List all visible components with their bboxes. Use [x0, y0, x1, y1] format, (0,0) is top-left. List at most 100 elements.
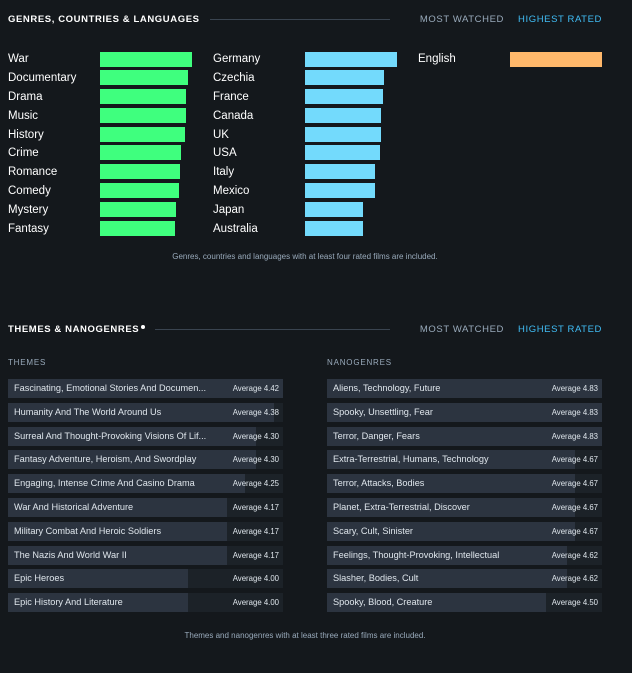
country-row-france[interactable]: France: [213, 88, 384, 107]
theme-row[interactable]: Fantasy Adventure, Heroism, And Swordpla…: [8, 450, 283, 470]
country-row-usa[interactable]: USA: [213, 144, 380, 163]
nanogenre-row[interactable]: Terror, Attacks, Bodies Average 4.67: [327, 474, 602, 494]
nanogenre-average: Average 4.67: [551, 479, 598, 489]
country-row-japan[interactable]: Japan: [213, 200, 363, 219]
genre-row-music[interactable]: Music: [8, 106, 186, 125]
themes-tab-highest-rated[interactable]: HIGHEST RATED: [518, 323, 602, 335]
theme-average: Average 4.17: [232, 550, 279, 560]
nanogenre-name: Extra-Terrestrial, Humans, Technology: [333, 454, 489, 465]
gcl-header: GENRES, COUNTRIES & LANGUAGES MOST WATCH…: [8, 11, 602, 27]
country-label: Germany: [213, 53, 261, 66]
genre-row-fantasy[interactable]: Fantasy: [8, 219, 176, 238]
country-bar: [305, 126, 382, 142]
themes-tab-most-watched[interactable]: MOST WATCHED: [419, 323, 504, 335]
country-label: UK: [213, 128, 229, 141]
nanogenre-row[interactable]: Scary, Cult, Sinister Average 4.67: [327, 521, 602, 541]
nanogenre-row[interactable]: Terror, Danger, Fears Average 4.83: [327, 426, 602, 446]
themes-list: Fascinating, Emotional Stories And Docum…: [8, 379, 283, 617]
nanogenre-name: Aliens, Technology, Future: [333, 383, 441, 393]
nanogenre-row[interactable]: Spooky, Unsettling, Fear Average 4.83: [327, 402, 602, 422]
nanogenre-row[interactable]: Planet, Extra-Terrestrial, Discover Avera…: [327, 497, 602, 517]
nanogenre-row[interactable]: Feelings, Thought-Provoking, Intellectua…: [327, 545, 602, 565]
theme-row[interactable]: Engaging, Intense Crime And Casino Drama…: [8, 474, 283, 494]
genre-bar: [100, 145, 181, 161]
genre-row-drama[interactable]: Drama: [8, 88, 186, 107]
genre-row-comedy[interactable]: Comedy: [8, 182, 180, 201]
genre-bar: [100, 70, 189, 86]
theme-row[interactable]: War And Historical Adventure Average 4.17: [8, 497, 283, 517]
theme-row[interactable]: Epic Heroes Average 4.00: [8, 569, 283, 589]
nanogenre-average: Average 4.62: [551, 574, 598, 584]
nanogenre-rating-fill: [327, 426, 602, 446]
country-row-australia[interactable]: Australia: [213, 219, 363, 238]
theme-name: Fascinating, Emotional Stories And Docum…: [14, 383, 207, 393]
gcl-tab-highest-rated[interactable]: HIGHEST RATED: [518, 13, 602, 25]
country-row-uk[interactable]: UK: [213, 125, 382, 144]
genre-row-war[interactable]: War: [8, 50, 192, 69]
theme-row[interactable]: Fascinating, Emotional Stories And Docum…: [8, 379, 283, 398]
genre-row-romance[interactable]: Romance: [8, 163, 181, 182]
language-bar: [510, 51, 602, 67]
country-label: USA: [213, 147, 237, 160]
genre-label: History: [8, 128, 44, 141]
gcl-tab-most-watched[interactable]: MOST WATCHED: [419, 13, 504, 25]
theme-rating-fill: [8, 593, 189, 613]
theme-rating-fill: [8, 426, 256, 446]
info-dot-icon: [141, 324, 146, 329]
country-label: France: [213, 90, 249, 103]
genre-row-history[interactable]: History: [8, 125, 185, 144]
nanogenre-rating-fill: [327, 402, 602, 422]
theme-average: Average 4.17: [232, 526, 279, 536]
languages-column: English: [418, 50, 602, 69]
theme-name: Military Combat And Heroic Soldiers: [14, 525, 162, 536]
theme-name: Engaging, Intense Crime And Casino Drama: [14, 478, 195, 489]
country-row-mexico[interactable]: Mexico: [213, 182, 375, 201]
theme-row[interactable]: Humanity And The World Around Us Average …: [8, 402, 283, 422]
genre-row-documentary[interactable]: Documentary: [8, 69, 189, 88]
country-label: Australia: [213, 222, 258, 235]
nanogenre-name: Terror, Danger, Fears: [333, 430, 420, 441]
country-bar: [305, 51, 397, 67]
nanogenre-rating-fill: [327, 379, 602, 398]
theme-rating-fill: [8, 545, 227, 565]
nanogenre-average: Average 4.83: [551, 431, 598, 441]
genre-bar: [100, 164, 181, 180]
theme-average: Average 4.00: [232, 598, 279, 608]
nanogenre-row[interactable]: Spooky, Blood, Creature Average 4.50: [327, 593, 602, 613]
country-bar: [305, 183, 375, 199]
theme-row[interactable]: The Nazis And World War II Average 4.17: [8, 545, 283, 565]
theme-rating-fill: [8, 402, 274, 422]
theme-name: Humanity And The World Around Us: [14, 406, 162, 417]
genre-label: Drama: [8, 90, 43, 103]
gcl-title: GENRES, COUNTRIES & LANGUAGES: [8, 13, 200, 25]
theme-average: Average 4.30: [232, 455, 279, 465]
genre-row-crime[interactable]: Crime: [8, 144, 181, 163]
nanogenre-name: Terror, Attacks, Bodies: [333, 478, 425, 489]
theme-average: Average 4.42: [232, 384, 279, 393]
theme-row[interactable]: Surreal And Thought-Provoking Visions Of…: [8, 426, 283, 446]
themes-header: THEMES & NANOGENRES MOST WATCHED HIGHEST…: [8, 321, 602, 337]
genre-bar: [100, 126, 185, 142]
country-label: Canada: [213, 109, 254, 122]
nanogenre-rating-fill: [327, 474, 575, 494]
genre-label: Crime: [8, 147, 39, 160]
nanogenre-row[interactable]: Extra-Terrestrial, Humans, Technology Ave…: [327, 450, 602, 470]
nanogenre-name: Spooky, Unsettling, Fear: [333, 406, 433, 417]
language-row-english[interactable]: English: [418, 50, 602, 69]
nanogenre-row[interactable]: Aliens, Technology, Future Average 4.83: [327, 379, 602, 398]
genre-label: Romance: [8, 166, 58, 179]
theme-rating-fill: [8, 569, 189, 589]
language-label: English: [418, 53, 456, 66]
genre-row-mystery[interactable]: Mystery: [8, 200, 177, 219]
theme-row[interactable]: Epic History And Literature Average 4.00: [8, 593, 283, 613]
country-row-czechia[interactable]: Czechia: [213, 69, 385, 88]
country-row-canada[interactable]: Canada: [213, 106, 382, 125]
theme-rating-fill: [8, 474, 245, 494]
nanogenre-average: Average 4.62: [551, 550, 598, 560]
nanogenre-name: Spooky, Blood, Creature: [333, 597, 433, 608]
country-row-germany[interactable]: Germany: [213, 50, 397, 69]
nanogenre-row[interactable]: Slasher, Bodies, Cult Average 4.62: [327, 569, 602, 589]
country-row-italy[interactable]: Italy: [213, 163, 375, 182]
theme-row[interactable]: Military Combat And Heroic Soldiers Avera…: [8, 521, 283, 541]
theme-average: Average 4.00: [232, 574, 279, 584]
